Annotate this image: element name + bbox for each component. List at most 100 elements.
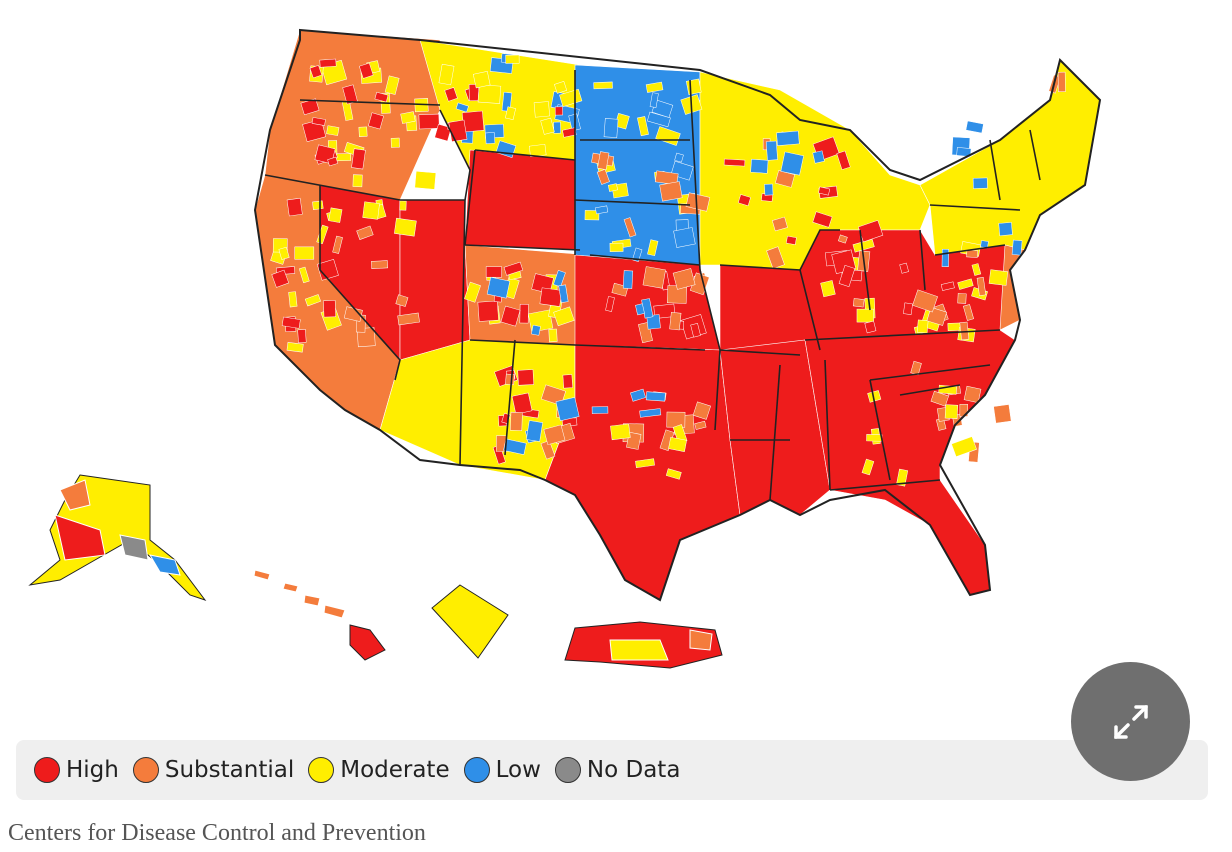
county-patch <box>444 87 458 102</box>
legend-item-moderate: Moderate <box>308 757 450 783</box>
county-patch <box>957 278 974 290</box>
county-patch <box>486 276 511 299</box>
county-patch <box>472 70 491 89</box>
county-patch <box>526 420 543 442</box>
county-patch <box>812 211 833 228</box>
county-patch <box>635 303 645 316</box>
county-patch <box>669 311 682 331</box>
county-patch <box>593 81 613 90</box>
county-patch <box>780 151 804 176</box>
legend-item-low: Low <box>463 757 541 783</box>
county-patch <box>956 147 972 157</box>
alaska-patch-substantial <box>59 479 91 511</box>
county-patch <box>374 91 389 103</box>
county-patch <box>940 281 955 291</box>
county-patch <box>281 316 301 329</box>
inset-alaska <box>28 474 207 601</box>
county-patch <box>316 258 339 281</box>
county-patch <box>371 260 389 269</box>
county-patch <box>765 140 778 161</box>
county-patch <box>297 329 307 344</box>
county-patch <box>649 92 659 108</box>
county-patch <box>356 225 374 240</box>
hawaii-island <box>253 569 271 581</box>
county-patch <box>903 302 913 315</box>
county-patch <box>764 183 774 196</box>
county-patch <box>864 320 877 334</box>
county-patch <box>622 270 634 289</box>
legend: High Substantial Moderate Low No Data <box>16 740 1208 800</box>
county-patch <box>505 54 520 64</box>
county-patch <box>766 246 785 270</box>
expand-button[interactable] <box>1071 662 1190 781</box>
state-borders <box>264 70 1041 501</box>
hawaii-island <box>282 582 299 593</box>
county-patch <box>548 328 558 343</box>
county-patch <box>394 217 417 237</box>
county-patch <box>312 200 324 210</box>
county-patch <box>610 423 631 441</box>
legend-item-substantial: Substantial <box>132 757 294 783</box>
county-patch <box>838 234 848 244</box>
alaska-patch-high <box>54 514 106 561</box>
county-patch <box>912 289 938 313</box>
county-patch <box>288 291 298 308</box>
county-patch <box>941 248 950 267</box>
county-patch <box>674 152 684 163</box>
county-patch <box>623 217 637 238</box>
county-patch <box>554 106 563 116</box>
county-patch <box>993 404 1012 424</box>
county-patch <box>309 64 323 79</box>
county-patch <box>332 235 343 254</box>
county-patch <box>328 207 343 223</box>
county-patch <box>286 197 303 217</box>
county-patch <box>517 369 535 386</box>
pr-patch-moderate <box>609 639 669 661</box>
county-patch <box>553 269 566 288</box>
county-patch <box>390 137 400 148</box>
county-patch <box>856 308 874 323</box>
county-patch <box>685 78 702 95</box>
county-patch <box>448 119 468 142</box>
county-patch <box>820 280 836 298</box>
county-patch <box>342 84 358 105</box>
expand-arrows-icon <box>1113 704 1148 739</box>
county-patch <box>673 227 696 248</box>
county-patch <box>666 411 686 428</box>
county-patch <box>414 170 437 190</box>
county-patch <box>503 438 527 455</box>
county-patch <box>963 385 982 403</box>
county-patch <box>951 436 977 458</box>
county-patch <box>555 397 580 422</box>
hawaii-island <box>303 594 321 607</box>
legend-swatch-moderate <box>308 757 335 783</box>
county-patch <box>896 468 909 487</box>
legend-label: High <box>66 757 119 783</box>
county-patch <box>899 262 909 274</box>
county-patch <box>352 174 363 188</box>
county-patch <box>603 118 619 138</box>
county-patch <box>519 304 529 324</box>
region-southeast <box>804 329 1016 491</box>
inset-dc <box>431 584 509 659</box>
county-patch <box>553 121 562 134</box>
county-patch <box>500 305 521 327</box>
legend-item-high: High <box>34 757 119 783</box>
county-patch <box>838 264 856 288</box>
county-patch <box>966 249 979 258</box>
county-patch <box>654 170 679 186</box>
county-patch <box>358 62 374 79</box>
county-patch <box>464 281 481 303</box>
county-patch <box>511 392 533 415</box>
legend-swatch-low <box>463 757 490 783</box>
region-wyoming <box>464 149 581 251</box>
county-patch <box>609 242 624 253</box>
county-patch <box>351 148 366 170</box>
county-patch <box>632 247 643 262</box>
county-patch <box>294 246 315 260</box>
county-patch <box>319 58 337 68</box>
county-patch <box>972 177 988 189</box>
county-patch <box>434 123 452 142</box>
county-patch <box>477 300 499 322</box>
county-patch <box>750 158 769 174</box>
